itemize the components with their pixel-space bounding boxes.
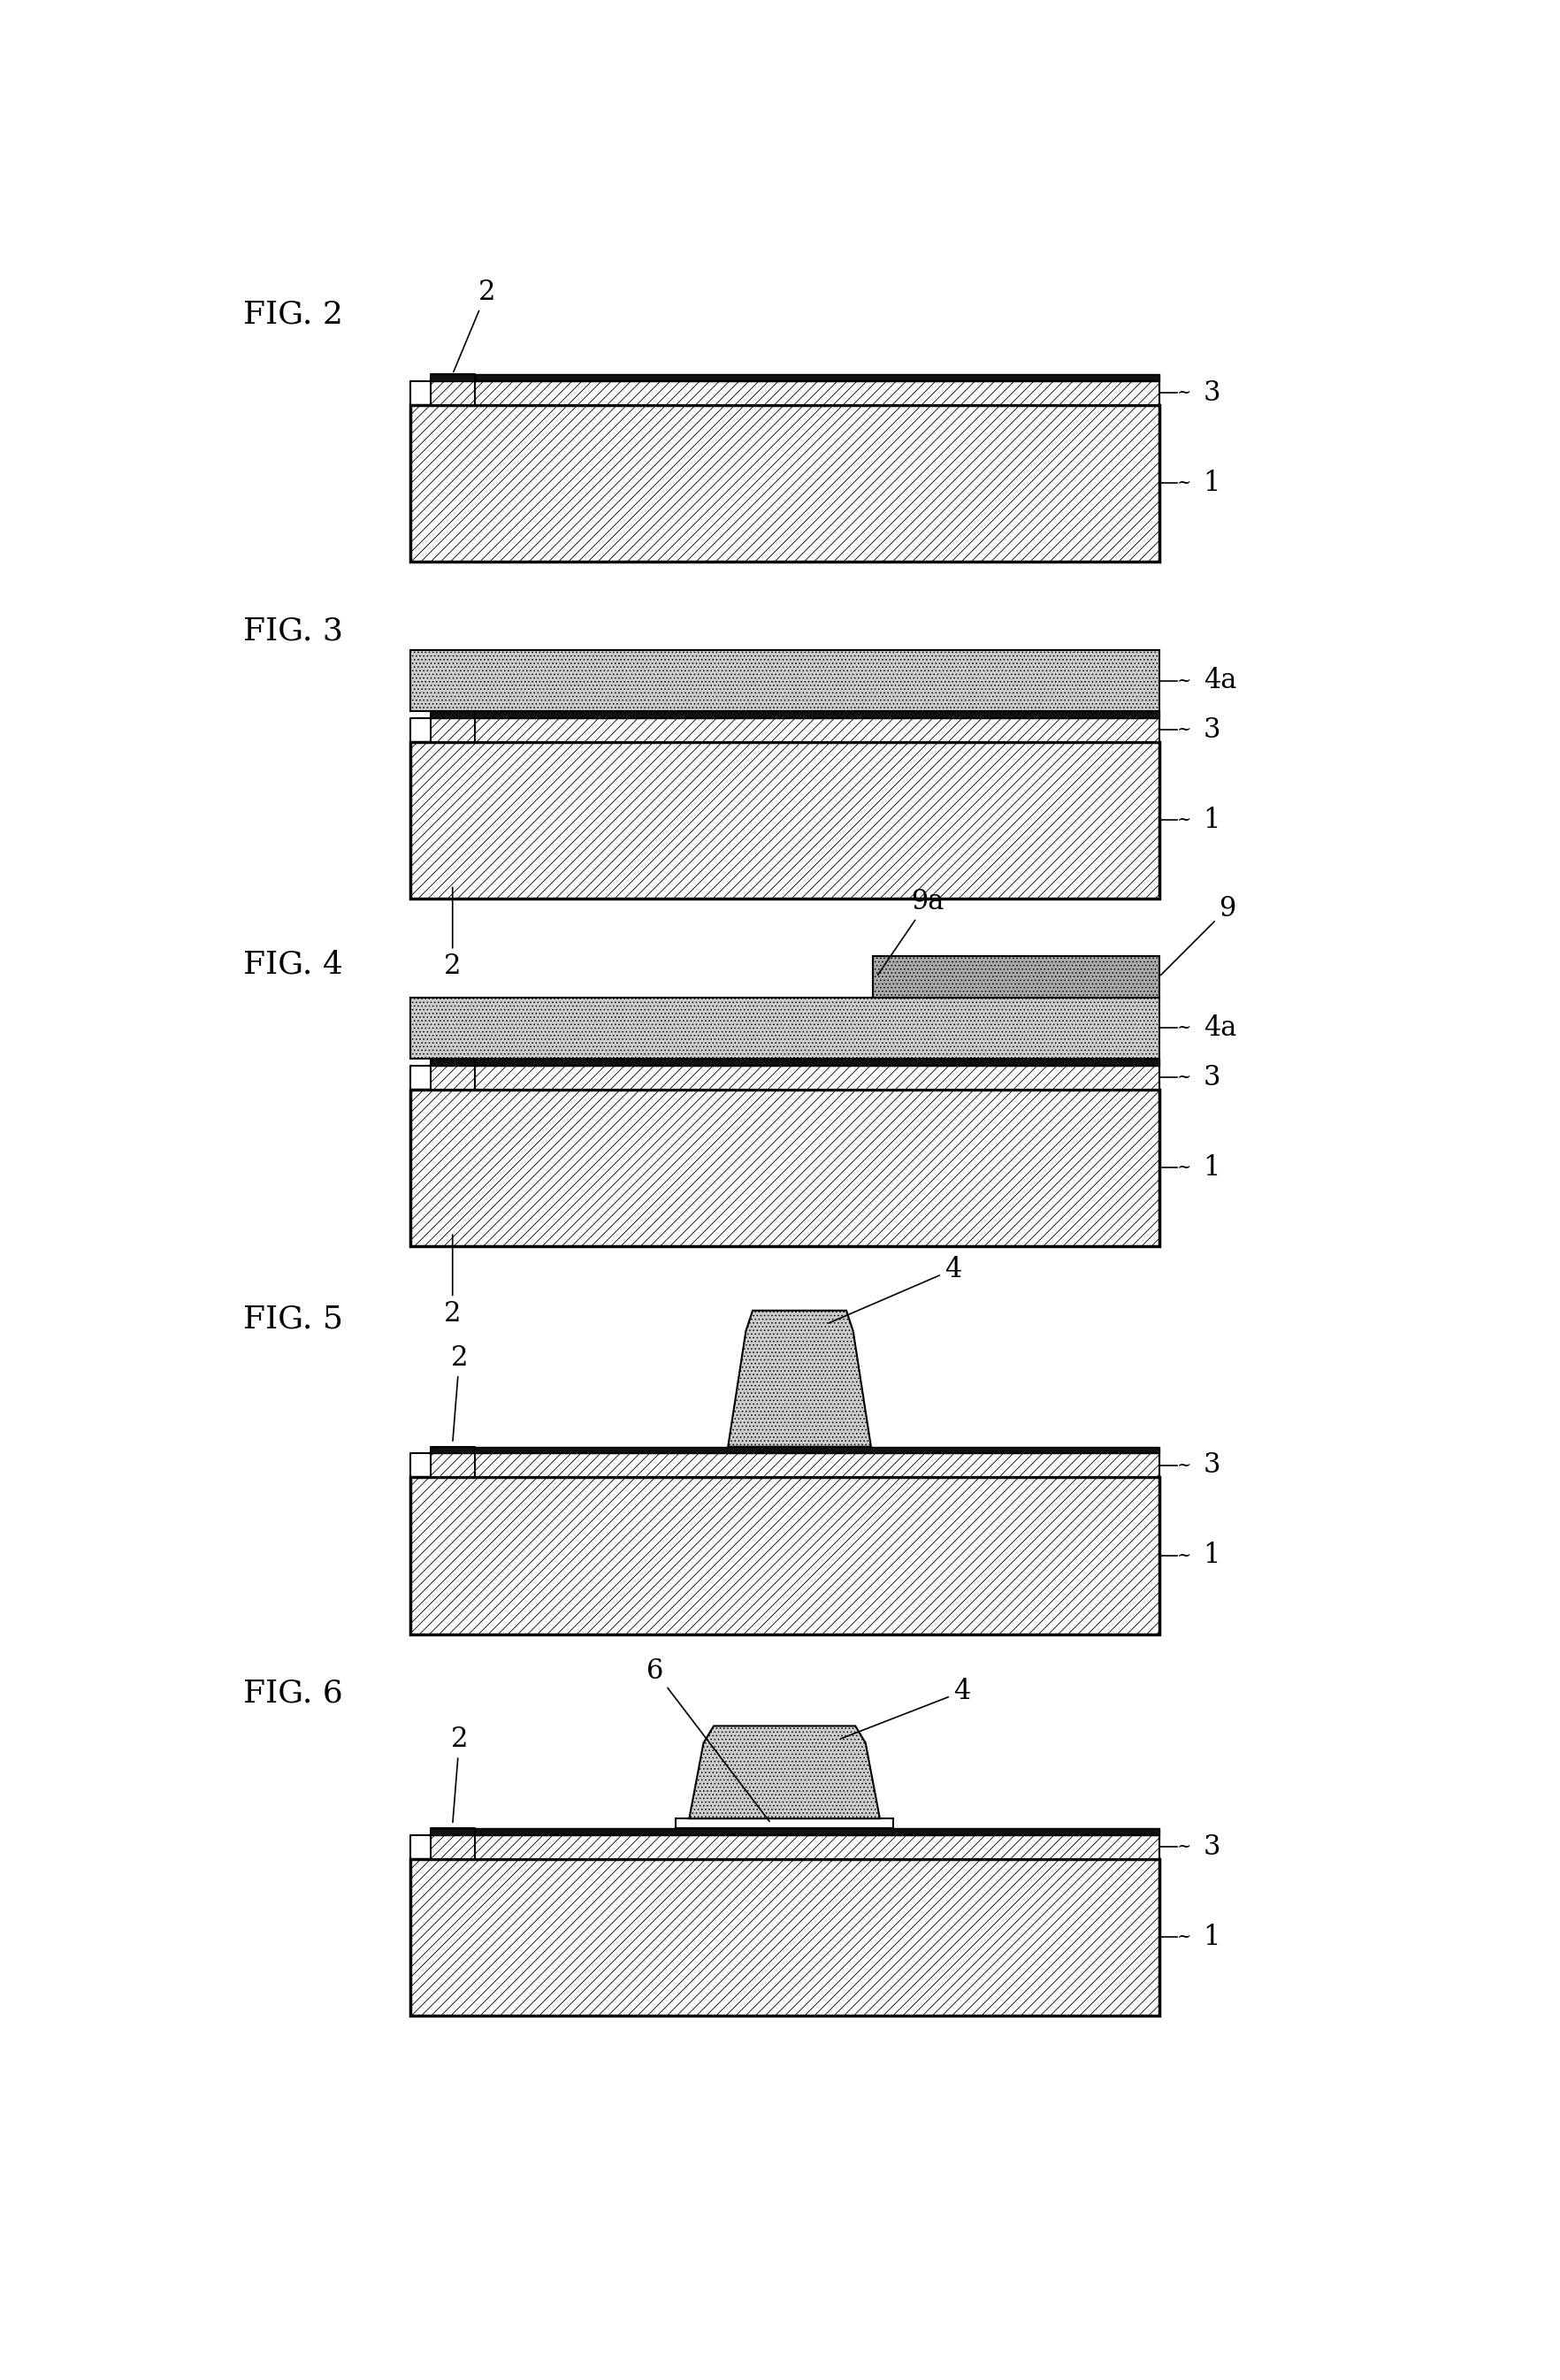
Polygon shape — [729, 1311, 870, 1447]
Text: 1: 1 — [1203, 1542, 1220, 1568]
Text: 1: 1 — [1203, 1923, 1220, 1952]
Text: ~: ~ — [1176, 674, 1192, 688]
Bar — [474, 1828, 1159, 1835]
Polygon shape — [690, 1726, 880, 1818]
Bar — [474, 1447, 1159, 1454]
Bar — [474, 719, 1159, 743]
Text: 2: 2 — [451, 1345, 468, 1440]
Bar — [410, 743, 1159, 900]
Text: 1: 1 — [1203, 807, 1220, 833]
Bar — [431, 1447, 474, 1454]
Text: ~: ~ — [1176, 1547, 1192, 1564]
Text: 1: 1 — [1203, 1154, 1220, 1180]
Text: 4: 4 — [841, 1678, 970, 1740]
Text: ~: ~ — [1176, 1457, 1192, 1473]
Text: 3: 3 — [1203, 1833, 1220, 1861]
Text: 2: 2 — [454, 278, 495, 371]
Bar — [675, 1818, 894, 1828]
Text: FIG. 6: FIG. 6 — [243, 1678, 343, 1709]
Text: 4a: 4a — [1203, 1014, 1237, 1042]
Text: FIG. 4: FIG. 4 — [243, 950, 343, 981]
Bar — [431, 712, 474, 719]
Text: 3: 3 — [1203, 1064, 1220, 1090]
Text: ~: ~ — [1176, 1840, 1192, 1854]
Text: 3: 3 — [1203, 378, 1220, 407]
Bar — [431, 1454, 474, 1478]
Text: 6: 6 — [646, 1659, 769, 1821]
Bar — [474, 1835, 1159, 1859]
Bar — [474, 1059, 1159, 1066]
Bar — [474, 1454, 1159, 1478]
Text: ~: ~ — [1176, 1930, 1192, 1944]
Bar — [874, 957, 1159, 997]
Bar — [431, 374, 474, 381]
Bar — [410, 1478, 1159, 1635]
Bar — [431, 381, 474, 405]
Text: ~: ~ — [1176, 1069, 1192, 1085]
Bar — [431, 1828, 474, 1835]
Text: 2: 2 — [445, 888, 462, 981]
Bar — [431, 1059, 474, 1066]
Bar — [410, 1090, 1159, 1245]
Text: 3: 3 — [1203, 1452, 1220, 1478]
Bar — [410, 997, 1159, 1059]
Bar — [474, 374, 1159, 381]
Text: 4: 4 — [828, 1257, 961, 1323]
Bar — [474, 712, 1159, 719]
Text: FIG. 2: FIG. 2 — [243, 300, 343, 328]
Bar — [410, 405, 1159, 562]
Bar — [410, 650, 1159, 712]
Text: 4a: 4a — [1203, 666, 1237, 695]
Text: 2: 2 — [451, 1726, 468, 1823]
Bar — [431, 1835, 474, 1859]
Text: ~: ~ — [1176, 1159, 1192, 1176]
Text: ~: ~ — [1176, 476, 1192, 490]
Text: 3: 3 — [1203, 716, 1220, 743]
Text: FIG. 5: FIG. 5 — [243, 1304, 343, 1333]
Bar — [410, 1859, 1159, 2016]
Text: 1: 1 — [1203, 469, 1220, 497]
Text: ~: ~ — [1176, 386, 1192, 400]
Text: ~: ~ — [1176, 812, 1192, 828]
Text: 9a: 9a — [878, 888, 944, 976]
Bar — [431, 719, 474, 743]
Text: ~: ~ — [1176, 721, 1192, 738]
Bar — [474, 381, 1159, 405]
Bar — [474, 1066, 1159, 1090]
Bar — [431, 1066, 474, 1090]
Text: ~: ~ — [1176, 1021, 1192, 1035]
Text: FIG. 3: FIG. 3 — [243, 616, 343, 645]
Text: 2: 2 — [445, 1235, 462, 1328]
Text: 9: 9 — [1161, 895, 1236, 976]
